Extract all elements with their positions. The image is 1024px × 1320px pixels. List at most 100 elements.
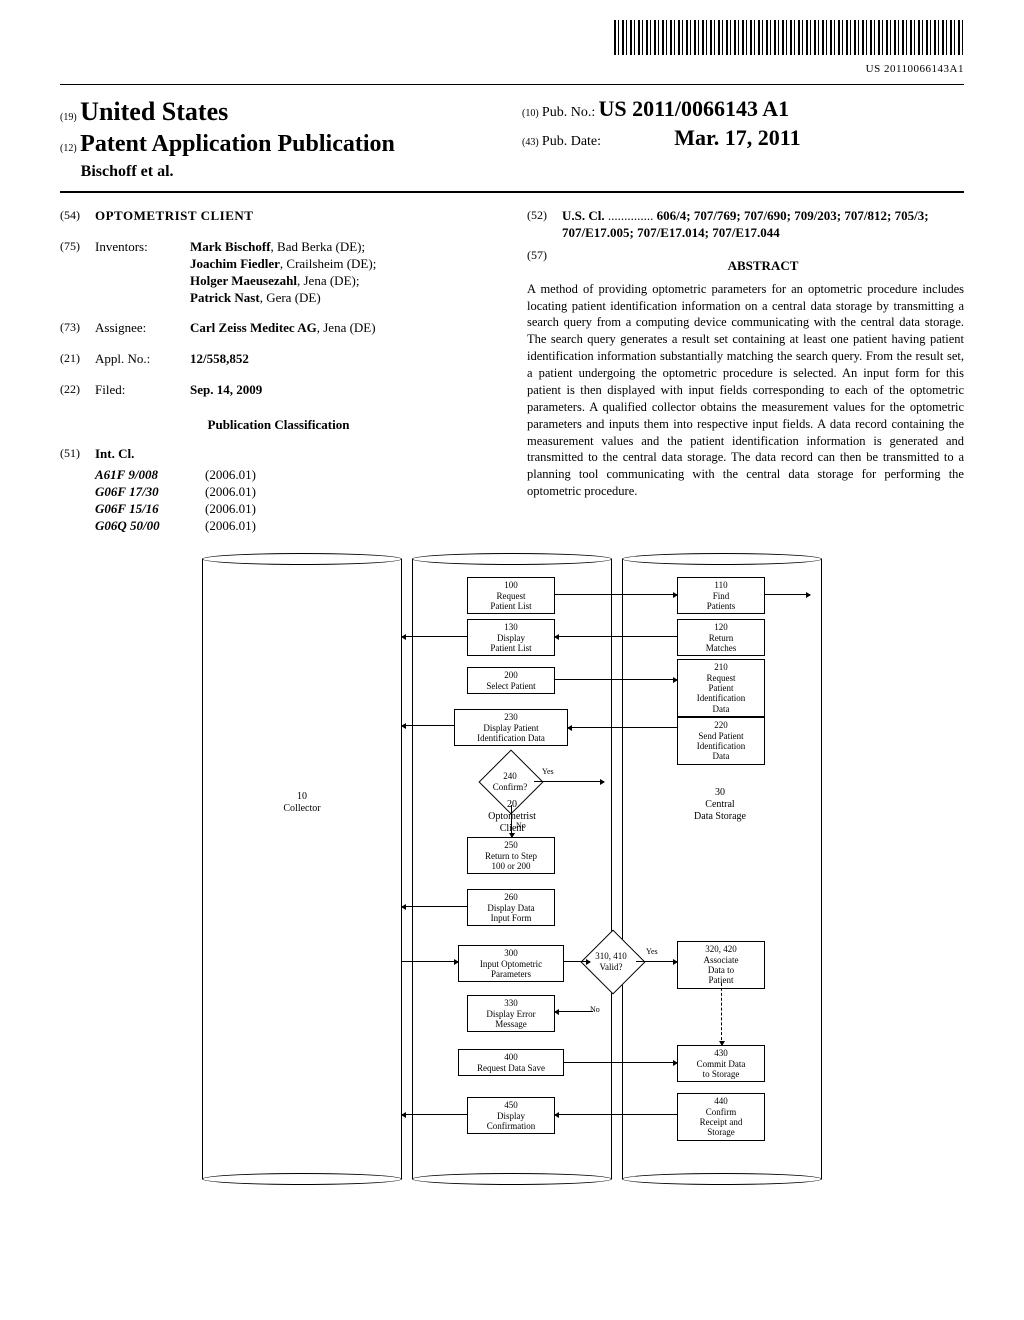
title-code: (54): [60, 208, 95, 225]
intcl-item: G06F 17/30(2006.01): [95, 484, 497, 501]
inventor-name: Mark Bischoff: [190, 239, 271, 254]
inventor-loc: Crailsheim (DE);: [286, 256, 376, 271]
swimlane-label: 30 Central Data Storage: [680, 787, 760, 823]
pub-no-line: (10) Pub. No.: US 2011/0066143 A1: [522, 95, 964, 124]
flowchart-diamond-label-240: 240 Confirm?: [485, 771, 535, 792]
flowchart-box-450: 450 Display Confirmation: [467, 1097, 555, 1134]
flowchart-box-220: 220 Send Patient Identification Data: [677, 717, 765, 764]
country-name: United States: [80, 97, 228, 126]
inventor-name: Patrick Nast: [190, 290, 260, 305]
swimlane-label: 20 Optometrist Client: [472, 799, 552, 835]
pub-type-code: (12): [60, 143, 77, 154]
inventor-loc: Bad Berka (DE);: [277, 239, 365, 254]
header-rule: [60, 84, 964, 85]
intcl-class: G06F 17/30: [95, 484, 205, 501]
flowchart-box-230: 230 Display Patient Identification Data: [454, 709, 568, 746]
inventor-name: Holger Maeusezahl: [190, 273, 297, 288]
flowchart-arrow: [402, 906, 467, 907]
inventor-name: Joachim Fiedler: [190, 256, 280, 271]
flowchart-figure: 100 Request Patient List 110 Find Patient…: [202, 559, 822, 1179]
header-rule-thick: [60, 191, 964, 193]
uscl-code: (52): [527, 208, 562, 242]
flowchart-arrow: [402, 1114, 467, 1115]
uscl-label: U.S. Cl.: [562, 208, 605, 223]
pub-class-heading: Publication Classification: [60, 417, 497, 434]
inventors-value: Mark Bischoff, Bad Berka (DE); Joachim F…: [190, 239, 497, 307]
intcl-year: (2006.01): [205, 467, 256, 484]
flowchart-box-110: 110 Find Patients: [677, 577, 765, 614]
intcl-field: (51) Int. Cl.: [60, 446, 497, 463]
barcode-section: US 20110066143A1: [60, 20, 964, 76]
title-field: (54) OPTOMETRIST CLIENT: [60, 208, 497, 225]
flowchart-box-440: 440 Confirm Receipt and Storage: [677, 1093, 765, 1140]
assignee-field: (73) Assignee: Carl Zeiss Meditec AG, Je…: [60, 320, 497, 337]
flowchart-arrow: [721, 983, 722, 1045]
flowchart-arrow: [402, 636, 467, 637]
flowchart-box-130: 130 Display Patient List: [467, 619, 555, 656]
inventor-item: Mark Bischoff, Bad Berka (DE);: [190, 239, 497, 256]
flowchart-box-210: 210 Request Patient Identification Data: [677, 659, 765, 717]
inventors-label: Inventors:: [95, 239, 190, 307]
flowchart-arrow: [564, 961, 590, 962]
barcode-number: US 20110066143A1: [60, 62, 964, 76]
pub-type-line: (12) Patent Application Publication: [60, 129, 502, 160]
intcl-item: G06Q 50/00(2006.01): [95, 518, 497, 535]
barcode-graphic: [614, 20, 964, 55]
flowchart-arrow: [564, 1062, 677, 1063]
flowchart-box-120: 120 Return Matches: [677, 619, 765, 656]
flowchart-arrow: [555, 1114, 677, 1115]
flowchart-arrow: [511, 805, 512, 837]
pub-no-label: Pub. No.:: [542, 105, 595, 120]
assignee-loc: Jena (DE): [323, 320, 375, 335]
uscl-value-wrap: U.S. Cl. .............. 606/4; 707/769; …: [562, 208, 964, 242]
assignee-label: Assignee:: [95, 320, 190, 337]
intcl-year: (2006.01): [205, 484, 256, 501]
flowchart-edge-label: No: [516, 821, 526, 831]
abstract-header-row: (57) ABSTRACT: [527, 248, 964, 281]
flowchart-arrow: [765, 594, 810, 595]
inventor-loc: Jena (DE);: [304, 273, 360, 288]
inventor-item: Joachim Fiedler, Crailsheim (DE);: [190, 256, 497, 273]
flowchart-box-300: 300 Input Optometric Parameters: [458, 945, 564, 982]
flowchart-diamond-label-310: 310, 410 Valid?: [586, 951, 636, 972]
applno-code: (21): [60, 351, 95, 368]
inventors-field: (75) Inventors: Mark Bischoff, Bad Berka…: [60, 239, 497, 307]
title-value: OPTOMETRIST CLIENT: [95, 208, 497, 225]
abstract-code: (57): [527, 248, 562, 281]
inventor-item: Patrick Nast, Gera (DE): [190, 290, 497, 307]
intcl-class: G06Q 50/00: [95, 518, 205, 535]
pub-no-value: US 2011/0066143 A1: [598, 96, 789, 121]
swimlane-collector: [202, 559, 402, 1179]
pub-no-code: (10): [522, 108, 539, 119]
inventor-loc: Gera (DE): [266, 290, 321, 305]
flowchart-arrow: [555, 636, 677, 637]
inventor-header-line: (12) Bischoff et al.: [60, 162, 502, 183]
pub-date-code: (43): [522, 137, 539, 148]
intcl-year: (2006.01): [205, 501, 256, 518]
flowchart-arrow: [402, 961, 458, 962]
applno-field: (21) Appl. No.: 12/558,852: [60, 351, 497, 368]
flowchart-box-100: 100 Request Patient List: [467, 577, 555, 614]
assignee-code: (73): [60, 320, 95, 337]
applno-label: Appl. No.:: [95, 351, 190, 368]
pub-type: Patent Application Publication: [80, 131, 395, 157]
intcl-year: (2006.01): [205, 518, 256, 535]
document-header: (19) United States (12) Patent Applicati…: [60, 95, 964, 183]
flowchart-box-250: 250 Return to Step 100 or 200: [467, 837, 555, 874]
flowchart-box-330: 330 Display Error Message: [467, 995, 555, 1032]
inventor-item: Holger Maeusezahl, Jena (DE);: [190, 273, 497, 290]
uscl-field: (52) U.S. Cl. .............. 606/4; 707/…: [527, 208, 964, 242]
flowchart-box-320: 320, 420 Associate Data to Patient: [677, 941, 765, 988]
pub-date-line: (43) Pub. Date: Mar. 17, 2011: [522, 124, 964, 153]
intcl-label: Int. Cl.: [95, 446, 134, 463]
pub-date-label: Pub. Date:: [542, 134, 601, 149]
flowchart-arrow: [555, 679, 677, 680]
flowchart-edge-label: Yes: [542, 767, 554, 777]
abstract-text: A method of providing optometric paramet…: [527, 281, 964, 500]
flowchart-arrow: [555, 1011, 593, 1012]
flowchart-arrow: [555, 594, 677, 595]
pub-date-value: Mar. 17, 2011: [674, 125, 800, 150]
flowchart-box-400: 400 Request Data Save: [458, 1049, 564, 1076]
inventors-code: (75): [60, 239, 95, 307]
filed-value: Sep. 14, 2009: [190, 382, 497, 399]
